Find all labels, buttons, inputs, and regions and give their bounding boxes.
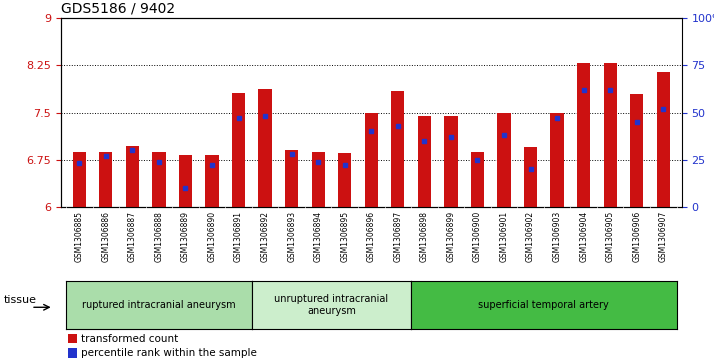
Text: GSM1306892: GSM1306892 bbox=[261, 211, 270, 262]
Text: GSM1306905: GSM1306905 bbox=[605, 211, 615, 262]
Bar bbox=[126, 146, 139, 207]
Text: GSM1306895: GSM1306895 bbox=[341, 211, 349, 262]
Bar bbox=[73, 152, 86, 207]
Bar bbox=[365, 113, 378, 207]
Bar bbox=[498, 113, 511, 207]
Text: GSM1306899: GSM1306899 bbox=[446, 211, 456, 262]
Text: GSM1306886: GSM1306886 bbox=[101, 211, 111, 262]
Bar bbox=[178, 155, 192, 207]
Text: transformed count: transformed count bbox=[81, 334, 178, 344]
Text: GSM1306896: GSM1306896 bbox=[367, 211, 376, 262]
Text: tissue: tissue bbox=[4, 295, 36, 305]
Bar bbox=[311, 151, 325, 207]
Bar bbox=[206, 155, 218, 207]
Text: superficial temporal artery: superficial temporal artery bbox=[478, 300, 609, 310]
Bar bbox=[258, 89, 272, 207]
Text: GSM1306904: GSM1306904 bbox=[579, 211, 588, 262]
Bar bbox=[99, 152, 112, 207]
Text: GSM1306887: GSM1306887 bbox=[128, 211, 137, 262]
Bar bbox=[657, 72, 670, 207]
Text: GSM1306907: GSM1306907 bbox=[659, 211, 668, 262]
Bar bbox=[444, 116, 458, 207]
Text: GSM1306906: GSM1306906 bbox=[632, 211, 641, 262]
Bar bbox=[391, 91, 404, 207]
Text: GSM1306902: GSM1306902 bbox=[526, 211, 535, 262]
Text: GSM1306891: GSM1306891 bbox=[234, 211, 243, 262]
Bar bbox=[338, 153, 351, 207]
Bar bbox=[285, 150, 298, 207]
Text: GSM1306885: GSM1306885 bbox=[75, 211, 84, 262]
Text: GSM1306888: GSM1306888 bbox=[154, 211, 164, 261]
Text: unruptured intracranial
aneurysm: unruptured intracranial aneurysm bbox=[274, 294, 388, 316]
Text: GSM1306894: GSM1306894 bbox=[313, 211, 323, 262]
Text: percentile rank within the sample: percentile rank within the sample bbox=[81, 348, 256, 358]
Text: GSM1306897: GSM1306897 bbox=[393, 211, 402, 262]
Bar bbox=[471, 152, 484, 207]
Bar bbox=[232, 93, 245, 207]
Text: GSM1306901: GSM1306901 bbox=[500, 211, 508, 262]
Bar bbox=[550, 113, 564, 207]
Text: GSM1306900: GSM1306900 bbox=[473, 211, 482, 262]
Text: GDS5186 / 9402: GDS5186 / 9402 bbox=[61, 1, 175, 16]
Text: ruptured intracranial aneurysm: ruptured intracranial aneurysm bbox=[82, 300, 236, 310]
Bar bbox=[630, 94, 643, 207]
Text: GSM1306898: GSM1306898 bbox=[420, 211, 429, 262]
Text: GSM1306903: GSM1306903 bbox=[553, 211, 562, 262]
Bar bbox=[577, 64, 590, 207]
Text: GSM1306893: GSM1306893 bbox=[287, 211, 296, 262]
Bar bbox=[418, 116, 431, 207]
Bar bbox=[603, 64, 617, 207]
Text: GSM1306889: GSM1306889 bbox=[181, 211, 190, 262]
Text: GSM1306890: GSM1306890 bbox=[208, 211, 216, 262]
Bar bbox=[524, 147, 537, 207]
Bar bbox=[152, 151, 166, 207]
